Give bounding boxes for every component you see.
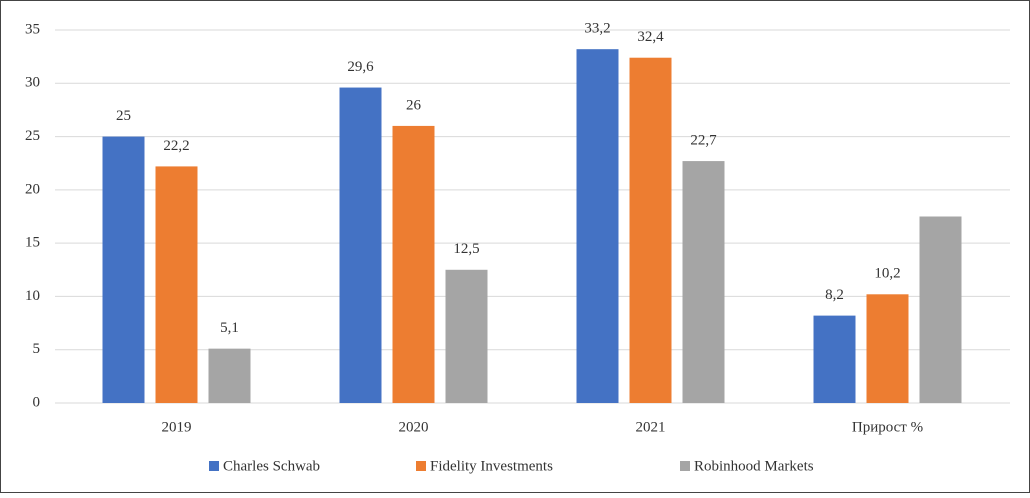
bar <box>445 269 488 403</box>
bar <box>392 125 435 404</box>
y-tick-label: 0 <box>33 394 41 410</box>
legend-label: Charles Schwab <box>223 458 320 474</box>
bar <box>629 57 672 404</box>
legend-swatch <box>680 461 690 471</box>
y-tick-label: 20 <box>25 181 40 197</box>
x-tick-label: 2019 <box>162 419 192 435</box>
bar <box>576 49 619 403</box>
y-tick-label: 15 <box>25 235 40 251</box>
y-tick-label: 30 <box>25 75 40 91</box>
value-label: 33,2 <box>584 21 610 37</box>
x-tick-label: 2020 <box>399 419 429 435</box>
bar <box>813 315 856 403</box>
value-label: 22,7 <box>690 133 717 149</box>
y-tick-label: 5 <box>33 341 41 357</box>
y-tick-label: 25 <box>25 128 40 144</box>
bar <box>866 294 909 403</box>
value-label: 10,2 <box>874 266 900 282</box>
legend-label: Robinhood Markets <box>694 458 814 474</box>
value-label: 8,2 <box>825 287 844 303</box>
value-label: 22,2 <box>163 138 189 154</box>
legend-label: Fidelity Investments <box>430 458 553 474</box>
value-label: 5,1 <box>220 320 239 336</box>
bar <box>102 136 145 404</box>
value-label: 32,4 <box>637 29 664 45</box>
bar <box>919 216 962 403</box>
x-tick-label: Прирост % <box>852 419 923 435</box>
value-label: 26 <box>406 97 422 113</box>
y-tick-label: 35 <box>25 21 40 37</box>
bar <box>682 161 725 403</box>
value-label: 12,5 <box>453 241 479 257</box>
x-tick-label: 2021 <box>636 419 666 435</box>
legend-swatch <box>209 461 219 471</box>
value-label: 25 <box>116 108 131 124</box>
legend-swatch <box>416 461 426 471</box>
y-tick-label: 10 <box>25 288 40 304</box>
bar <box>155 166 198 403</box>
bar <box>208 348 251 403</box>
bar <box>339 87 382 403</box>
value-label: 29,6 <box>347 59 374 75</box>
